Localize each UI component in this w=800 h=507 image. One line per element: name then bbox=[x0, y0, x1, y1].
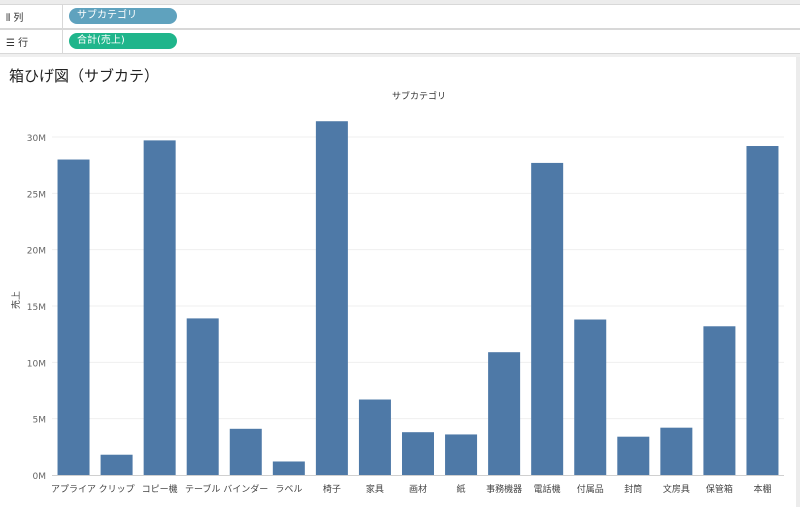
bar bbox=[143, 140, 176, 475]
shelf-divider bbox=[62, 5, 63, 28]
columns-pill-subcategory[interactable]: サブカテゴリ bbox=[69, 8, 177, 24]
x-tick-label: 付属品 bbox=[577, 484, 604, 495]
bar bbox=[402, 432, 434, 475]
bar bbox=[660, 427, 693, 475]
x-tick-label: クリップ bbox=[99, 484, 135, 495]
x-tick-label: アプライア bbox=[51, 484, 96, 495]
rows-shelf[interactable]: ☰ 行 合計(売上) bbox=[0, 29, 800, 54]
x-tick-label: 封筒 bbox=[624, 483, 642, 495]
bar bbox=[358, 399, 391, 475]
y-tick-label: 10M bbox=[27, 359, 46, 369]
bar bbox=[315, 121, 348, 475]
x-tick-label: 画材 bbox=[409, 483, 427, 495]
bar bbox=[488, 352, 521, 475]
bar bbox=[703, 326, 736, 475]
y-tick-label: 15M bbox=[27, 303, 46, 313]
y-tick-label: 5M bbox=[33, 416, 47, 426]
shelf-divider bbox=[62, 30, 63, 53]
x-tick-label: 文房具 bbox=[663, 483, 690, 495]
rows-pill-sum-sales[interactable]: 合計(売上) bbox=[69, 33, 177, 49]
y-axis-title: 売上 bbox=[10, 291, 22, 309]
shelf-view-separator bbox=[0, 54, 800, 57]
y-tick-label: 25M bbox=[27, 190, 46, 200]
bar bbox=[531, 162, 564, 475]
columns-shelf-label: ⫴ 列 bbox=[6, 13, 24, 24]
rows-icon: ☰ bbox=[6, 38, 15, 49]
bar bbox=[57, 159, 90, 475]
x-tick-label: ラベル bbox=[275, 484, 302, 495]
bar bbox=[445, 434, 478, 475]
chart-header: サブカテゴリ bbox=[392, 90, 446, 102]
x-tick-label: 本棚 bbox=[753, 483, 771, 495]
right-scroll-edge bbox=[796, 57, 800, 507]
top-toolbar-strip bbox=[0, 0, 800, 4]
x-tick-label: 電話機 bbox=[534, 483, 561, 495]
chart-view[interactable]: 箱ひげ図（サブカテ） 0M 5M 10M 15M 20M 25M 30M 売上 サブカテゴリアプ… bbox=[0, 57, 800, 507]
bar bbox=[272, 461, 305, 475]
x-tick-label: バインダー bbox=[223, 483, 268, 495]
bar bbox=[229, 428, 262, 475]
x-tick-label: 家具 bbox=[366, 483, 384, 495]
x-tick-label: 紙 bbox=[457, 483, 466, 495]
y-tick-label: 0M bbox=[33, 472, 47, 482]
y-tick-label: 20M bbox=[27, 247, 46, 257]
bar bbox=[100, 454, 133, 475]
x-tick-label: 事務機器 bbox=[486, 483, 522, 495]
rows-shelf-label: ☰ 行 bbox=[6, 38, 29, 49]
x-tick-label: テーブル bbox=[185, 483, 220, 495]
columns-icon: ⫴ bbox=[6, 13, 11, 24]
y-tick-label: 30M bbox=[27, 134, 46, 144]
x-tick-label: コピー機 bbox=[142, 483, 178, 495]
bar bbox=[746, 146, 779, 475]
bar bbox=[617, 436, 650, 475]
bar bbox=[186, 318, 219, 475]
bar bbox=[574, 319, 607, 475]
x-tick-label: 椅子 bbox=[323, 483, 341, 495]
sheet-title: 箱ひげ図（サブカテ） bbox=[9, 67, 160, 85]
columns-shelf[interactable]: ⫴ 列 サブカテゴリ bbox=[0, 4, 800, 29]
x-tick-label: 保管箱 bbox=[706, 483, 733, 495]
